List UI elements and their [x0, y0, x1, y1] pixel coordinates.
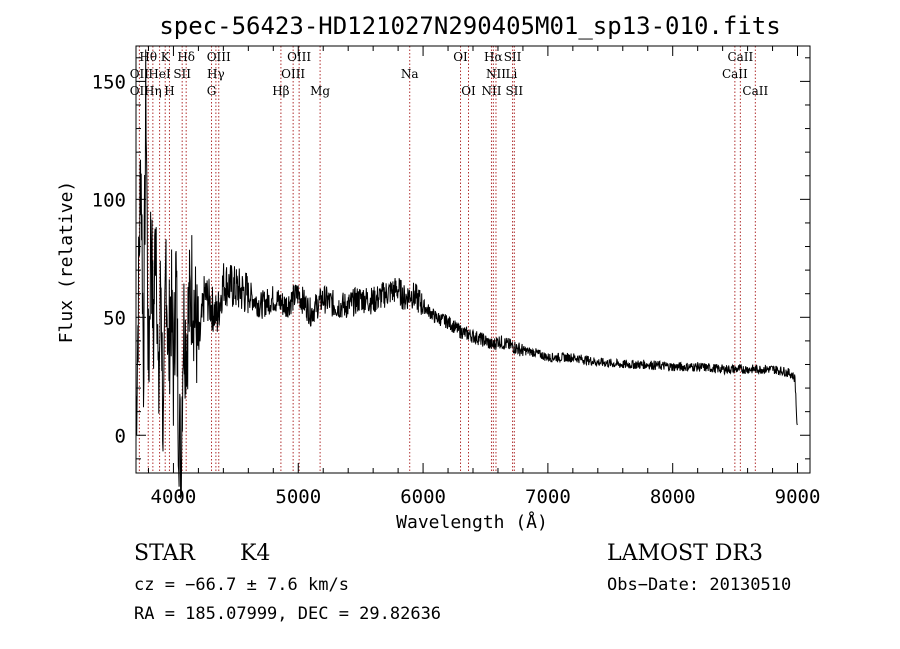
obs-date: Obs−Date: 20130510	[607, 575, 791, 595]
line-label-23: Mg	[310, 84, 330, 98]
line-label-27: CaII	[742, 84, 768, 98]
y-axis-label: Flux (relative)	[56, 181, 77, 344]
line-label-25: NII	[481, 84, 501, 98]
line-label-15: NII	[486, 67, 506, 81]
line-label-0: Hθ	[139, 50, 157, 64]
spectrum-series-line	[135, 49, 798, 499]
line-label-6: Hα	[484, 50, 503, 64]
coordinates: RA = 185.07999, DEC = 29.82636	[134, 604, 441, 624]
y-tick-label: 100	[92, 189, 126, 211]
line-label-19: Hη	[144, 84, 162, 98]
survey-name: LAMOST DR3	[607, 541, 763, 566]
plot-frame	[135, 45, 811, 474]
x-axis-ticks: 4000 5000 6000 7000 8000 9000	[147, 46, 821, 508]
object-class: STAR	[134, 541, 196, 566]
spectral-line-markers	[138, 46, 756, 473]
line-label-3: OIII	[207, 50, 231, 64]
y-axis-ticks: 0 50 100 150	[92, 57, 810, 460]
line-label-24: OI	[461, 84, 476, 98]
line-label-26: SII	[505, 84, 523, 98]
x-tick-label: 4000	[151, 486, 197, 508]
line-label-17: CaII	[722, 67, 748, 81]
x-tick-label: 7000	[525, 486, 571, 508]
line-label-4: OIII	[287, 50, 311, 64]
line-label-20: H	[164, 84, 174, 98]
line-label-1: K	[161, 50, 171, 64]
subclass: K4	[240, 541, 270, 566]
redshift-cz: cz = −66.7 ± 7.6 km/s	[134, 575, 349, 595]
line-label-21: G	[207, 84, 217, 98]
chart-title: spec-56423-HD121027N290405M01_sp13-010.f…	[159, 12, 780, 40]
y-tick-label: 50	[103, 307, 126, 329]
x-tick-label: 5000	[275, 486, 321, 508]
line-label-11: SII	[173, 67, 191, 81]
line-label-2: Hδ	[177, 50, 195, 64]
line-label-13: OIII	[281, 67, 305, 81]
y-tick-label: 150	[92, 71, 126, 93]
x-tick-label: 8000	[650, 486, 696, 508]
line-label-10: HeI	[148, 67, 171, 81]
line-label-7: SII	[504, 50, 522, 64]
line-label-18: OII	[130, 84, 150, 98]
line-label-14: Na	[401, 67, 419, 81]
line-label-9: OII	[130, 67, 150, 81]
line-label-16: Li	[506, 67, 518, 81]
line-label-8: CaII	[727, 50, 753, 64]
line-label-5: OI	[453, 50, 468, 64]
x-tick-label: 9000	[775, 486, 821, 508]
x-axis-label: Wavelength (Å)	[396, 511, 548, 533]
line-label-22: Hβ	[272, 84, 289, 98]
y-tick-label: 0	[115, 425, 126, 447]
x-tick-label: 6000	[400, 486, 446, 508]
line-label-12: Hγ	[207, 67, 225, 81]
